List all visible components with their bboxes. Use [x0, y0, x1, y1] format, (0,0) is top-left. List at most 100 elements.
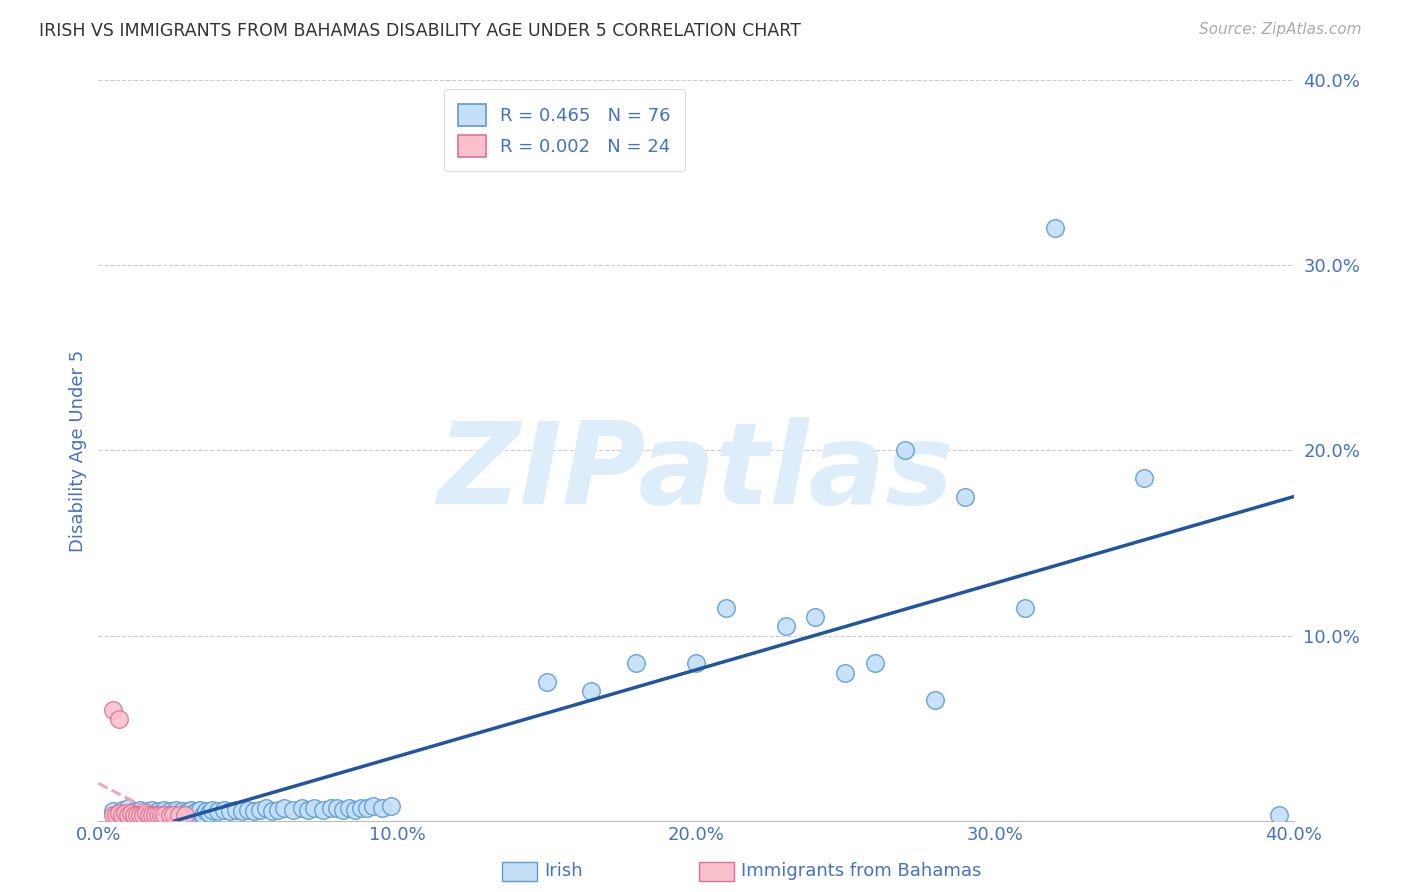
Point [150, 806, 173, 821]
Point [129, 803, 152, 817]
Text: ZIPatlas: ZIPatlas [437, 417, 955, 528]
Point [159, 805, 181, 819]
Point [156, 808, 179, 822]
Point [124, 805, 146, 819]
Point [120, 806, 142, 821]
Point [162, 806, 184, 821]
Point [775, 619, 797, 633]
Point [141, 808, 163, 822]
Point [1043, 221, 1066, 235]
Point [339, 800, 361, 814]
Point [212, 803, 235, 817]
Point [150, 808, 173, 822]
Point [581, 684, 603, 698]
Point [129, 808, 152, 822]
Point [953, 490, 976, 504]
Point [153, 808, 176, 822]
Point [174, 808, 197, 822]
Point [281, 803, 304, 817]
Point [198, 806, 221, 821]
Point [138, 806, 160, 821]
Point [191, 808, 214, 822]
Point [685, 657, 707, 671]
Point [363, 798, 385, 813]
Point [297, 803, 319, 817]
Point [243, 805, 266, 819]
Point [356, 800, 378, 814]
Point [344, 803, 367, 817]
Point [804, 610, 827, 624]
Point [180, 803, 202, 817]
Point [108, 712, 131, 726]
Point [103, 808, 125, 822]
Point [219, 805, 242, 819]
Y-axis label: Disability Age Under 5: Disability Age Under 5 [69, 350, 87, 551]
Point [135, 806, 157, 821]
Point [177, 805, 200, 819]
Point [186, 805, 208, 819]
Point [148, 808, 170, 822]
Point [207, 805, 229, 819]
Point [1267, 808, 1289, 822]
Point [834, 665, 856, 680]
Point [302, 800, 325, 814]
Point [135, 805, 157, 819]
Point [111, 808, 134, 822]
Point [371, 800, 394, 814]
Point [1133, 471, 1156, 485]
Point [117, 806, 139, 821]
Point [165, 803, 187, 817]
Point [321, 800, 343, 814]
Point [162, 808, 184, 822]
Text: IRISH VS IMMIGRANTS FROM BAHAMAS DISABILITY AGE UNDER 5 CORRELATION CHART: IRISH VS IMMIGRANTS FROM BAHAMAS DISABIL… [39, 22, 801, 40]
Point [103, 703, 125, 717]
Point [103, 805, 125, 819]
Point [924, 693, 946, 707]
Point [153, 803, 176, 817]
Point [143, 808, 166, 822]
Point [159, 808, 181, 822]
Legend: R = 0.465   N = 76, R = 0.002   N = 24: R = 0.465 N = 76, R = 0.002 N = 24 [444, 89, 685, 171]
Point [120, 808, 142, 822]
Point [174, 806, 197, 821]
Point [273, 800, 295, 814]
Point [141, 803, 163, 817]
Point [132, 808, 155, 822]
Point [111, 803, 134, 817]
Point [132, 808, 155, 822]
Point [117, 808, 139, 822]
Point [124, 808, 146, 822]
Text: Source: ZipAtlas.com: Source: ZipAtlas.com [1198, 22, 1361, 37]
Point [167, 808, 190, 822]
Point [127, 806, 149, 821]
Point [380, 798, 402, 813]
Point [167, 808, 190, 822]
Point [267, 803, 290, 817]
Point [865, 657, 887, 671]
Point [714, 600, 737, 615]
Point [260, 805, 283, 819]
Point [291, 800, 314, 814]
Point [231, 805, 253, 819]
Point [117, 800, 139, 814]
Point [536, 674, 558, 689]
Point [894, 443, 917, 458]
Point [332, 803, 354, 817]
Text: Immigrants from Bahamas: Immigrants from Bahamas [741, 863, 981, 880]
Text: Irish: Irish [544, 863, 582, 880]
Point [114, 806, 136, 821]
Point [1014, 600, 1036, 615]
Point [172, 805, 194, 819]
Point [254, 800, 277, 814]
Point [249, 803, 271, 817]
Point [225, 803, 247, 817]
Point [148, 805, 170, 819]
Point [188, 803, 211, 817]
Point [326, 800, 349, 814]
Point [127, 808, 149, 822]
Point [138, 808, 160, 822]
Point [183, 806, 205, 821]
Point [201, 803, 224, 817]
Point [626, 657, 648, 671]
Point [108, 808, 131, 822]
